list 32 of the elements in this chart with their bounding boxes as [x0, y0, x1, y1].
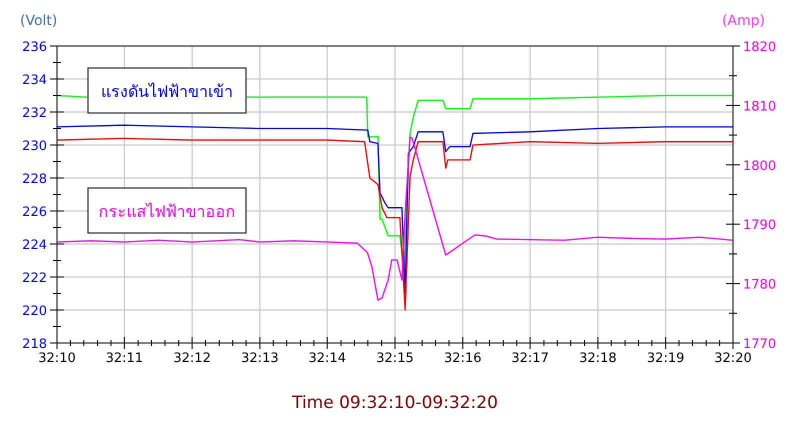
- x-tick-label: 32:12: [173, 351, 211, 366]
- y2-axis-title: (Amp): [722, 13, 765, 29]
- y-tick-label: 228: [22, 172, 47, 187]
- y2-tick-label: 1770: [743, 337, 776, 352]
- x-tick-label: 32:19: [646, 351, 684, 366]
- y-tick-label: 226: [22, 205, 47, 220]
- x-tick-label: 32:20: [714, 351, 752, 366]
- annotation: กระแสไฟฟ้าขาออก: [98, 202, 236, 221]
- y-tick-label: 222: [22, 271, 47, 286]
- y-tick-label: 218: [22, 337, 47, 352]
- x-tick-label: 32:10: [38, 351, 76, 366]
- y-tick-label: 234: [22, 73, 47, 88]
- y-tick-label: 224: [22, 238, 47, 253]
- y2-tick-label: 1780: [743, 278, 776, 293]
- annotation: แรงดันไฟฟ้าขาเข้า: [101, 82, 233, 101]
- y2-tick-label: 1820: [743, 40, 776, 55]
- y-tick-label: 232: [22, 106, 47, 121]
- y-tick-label: 220: [22, 304, 47, 319]
- x-tick-label: 32:11: [106, 351, 144, 366]
- y2-tick-label: 1810: [743, 99, 776, 114]
- y-tick-label: 236: [22, 40, 47, 55]
- y-tick-label: 230: [22, 139, 47, 154]
- x-tick-label: 32:18: [579, 351, 617, 366]
- x-tick-label: 32:15: [376, 351, 414, 366]
- y-axis-title: (Volt): [20, 13, 58, 29]
- x-tick-label: 32:14: [308, 351, 346, 366]
- y2-tick-label: 1790: [743, 218, 776, 234]
- y2-tick-label: 1800: [743, 158, 776, 174]
- x-tick-label: 32:13: [241, 351, 279, 366]
- x-axis-title: Time 09:32:10-09:32:20: [291, 393, 498, 413]
- x-tick-label: 32:17: [511, 351, 549, 366]
- x-tick-label: 32:16: [444, 351, 482, 366]
